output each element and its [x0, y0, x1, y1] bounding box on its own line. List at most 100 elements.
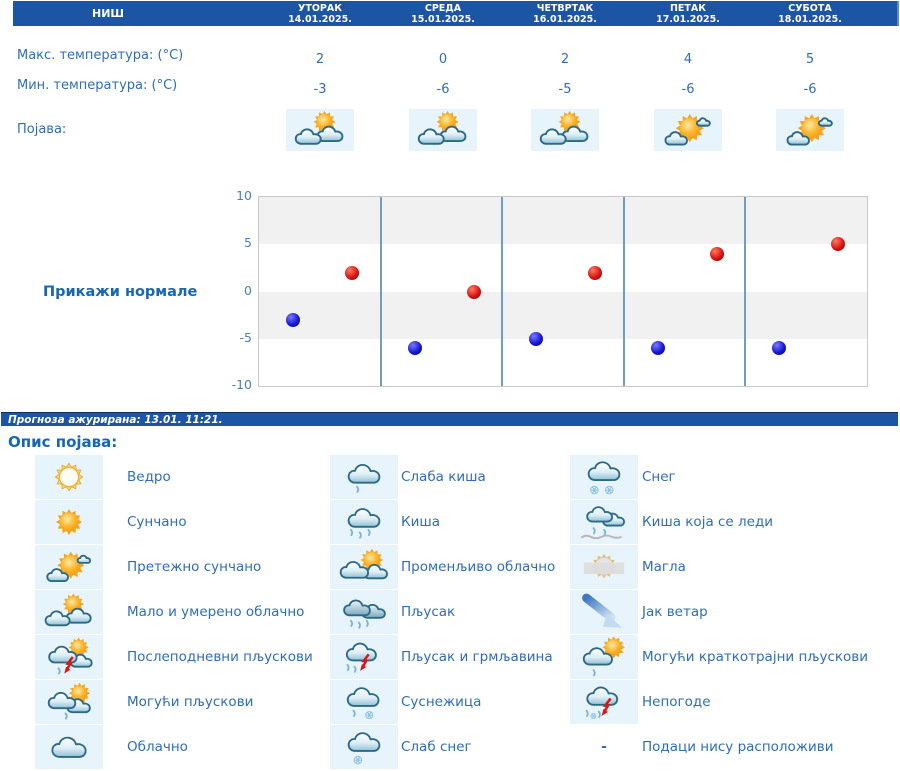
legend-icon-tile — [570, 635, 638, 679]
legend-item-label: Пљусак — [401, 604, 456, 620]
legend-item-label: Снег — [642, 469, 676, 485]
day-column-header: ЧЕТВРТАК 16.01.2025. — [504, 1, 626, 26]
min-temp-point — [650, 341, 665, 356]
legend-icon-tile — [570, 680, 638, 724]
day-date: 18.01.2025. — [778, 13, 842, 25]
no-data-dash-icon: - — [601, 739, 607, 755]
y-axis-tick-label: 0 — [244, 282, 252, 298]
day-date: 14.01.2025. — [288, 13, 352, 25]
max-temp-point — [466, 284, 481, 299]
forecast-icon-tile — [286, 109, 354, 151]
legend-item-label: Променљиво облачно — [401, 559, 556, 575]
legend-item-label: Могући краткотрајни пљускови — [642, 649, 869, 665]
chart-band — [259, 338, 867, 386]
legend-icon-tile — [35, 590, 103, 634]
min-temp-value: -6 — [681, 82, 695, 97]
chart-band — [259, 291, 867, 339]
mostly-sunny-icon — [786, 114, 833, 146]
legend-item-label: Сунчано — [127, 514, 187, 530]
freezing-rain-icon — [580, 506, 625, 540]
light-rain-icon — [347, 463, 381, 493]
possible-brief-showers-icon — [582, 637, 625, 677]
legend-item-label: Непогоде — [642, 694, 711, 710]
max-temp-value: 0 — [438, 52, 448, 67]
city-name: НИШ — [91, 7, 124, 20]
y-axis-tick-label: -5 — [239, 329, 252, 345]
forecast-icon-tile — [654, 109, 722, 151]
clear-icon — [54, 462, 84, 492]
max-temp-label: Макс. температура: (°C) — [17, 48, 184, 63]
day-name: СУБОТА — [788, 2, 832, 14]
shower-icon — [343, 599, 386, 629]
chart-band — [259, 197, 867, 245]
partly-cloudy-icon — [539, 110, 589, 145]
legend-item-label: Подаци нису расположиви — [642, 739, 834, 755]
day-separator-line — [744, 197, 747, 386]
day-name: ЧЕТВРТАК — [536, 2, 594, 14]
min-temp-value: -6 — [803, 82, 817, 97]
max-temp-point — [345, 265, 359, 280]
legend-icon-tile — [570, 455, 638, 499]
min-temp-value: -6 — [436, 82, 450, 97]
partly-cloudy-icon — [294, 110, 344, 145]
day-date: 17.01.2025. — [656, 13, 720, 25]
forecast-updated-bar: Прогноза ажурирана: 13.01. 11:21. — [1, 412, 898, 426]
legend-icon-tile — [330, 545, 398, 589]
legend-icon-tile — [330, 455, 398, 499]
legend-icon-tile — [330, 635, 398, 679]
legend-icon-tile: - — [570, 725, 638, 769]
legend-item-label: Киша која се леди — [642, 514, 774, 530]
y-axis-tick-label: 5 — [244, 235, 252, 251]
chart-band — [259, 244, 867, 292]
legend-icon-tile — [570, 500, 638, 544]
legend-item-label: Претежно сунчано — [127, 559, 262, 575]
day-separator-line — [379, 197, 382, 386]
legend-item-label: Магла — [642, 559, 686, 575]
legend-item-label: Пљусак и грмљавина — [401, 649, 553, 665]
legend-icon-tile — [35, 455, 103, 499]
max-temp-point — [709, 246, 724, 261]
day-date: 16.01.2025. — [533, 13, 597, 25]
forecast-icon-tile — [776, 109, 844, 151]
day-name: ПЕТАК — [669, 2, 707, 14]
legend-icon-tile — [35, 725, 103, 769]
legend-icon-tile — [330, 500, 398, 544]
max-temp-value: 2 — [315, 52, 325, 67]
variable-cloudy-icon — [339, 548, 388, 580]
light-snow-icon — [347, 732, 381, 765]
legend-item-label: Облачно — [127, 739, 188, 755]
partly-cloudy-icon — [44, 593, 92, 627]
temperature-chart — [258, 196, 868, 387]
strong-wind-icon — [582, 593, 623, 628]
legend-icon-tile — [35, 545, 103, 589]
legend-item-label: Мало и умерено облачно — [127, 604, 305, 620]
forecast-icon-tile — [409, 109, 477, 151]
legend-icon-tile — [330, 680, 398, 724]
legend-icon-tile — [570, 590, 638, 634]
min-temp-point — [772, 341, 787, 356]
legend-item-label: Слаба киша — [401, 469, 486, 485]
min-temp-point — [407, 341, 422, 356]
max-temp-value: 5 — [805, 52, 815, 67]
day-separator-line — [501, 197, 504, 386]
mostly-sunny-icon — [46, 551, 92, 583]
mostly-sunny-icon — [664, 114, 711, 146]
y-axis-tick-label: -10 — [231, 377, 252, 392]
legend-item-label: Слаб снег — [401, 739, 472, 755]
max-temp-value: 4 — [683, 52, 693, 67]
legend-icon-tile — [330, 725, 398, 769]
forecast-table-header: НИШ УТОРАК 14.01.2025. СРЕДА 15.01.2025. ЧЕТ… — [13, 1, 899, 26]
day-name: СРЕДА — [424, 2, 462, 14]
show-normals-button[interactable]: Прикажи нормале — [43, 284, 198, 300]
min-temp-point — [286, 312, 300, 327]
legend-item-label: Могући пљускови — [127, 694, 254, 710]
legend-icon-tile — [35, 635, 103, 679]
legend-item-label: Јак ветар — [642, 604, 708, 620]
legend-item-label: Послеподневни пљускови — [127, 649, 313, 665]
max-temp-point — [831, 237, 846, 252]
sleet-icon — [346, 687, 380, 720]
legend-icon-tile — [35, 500, 103, 544]
legend-item-label: Ведро — [127, 469, 171, 485]
partly-cloudy-icon — [417, 110, 467, 145]
